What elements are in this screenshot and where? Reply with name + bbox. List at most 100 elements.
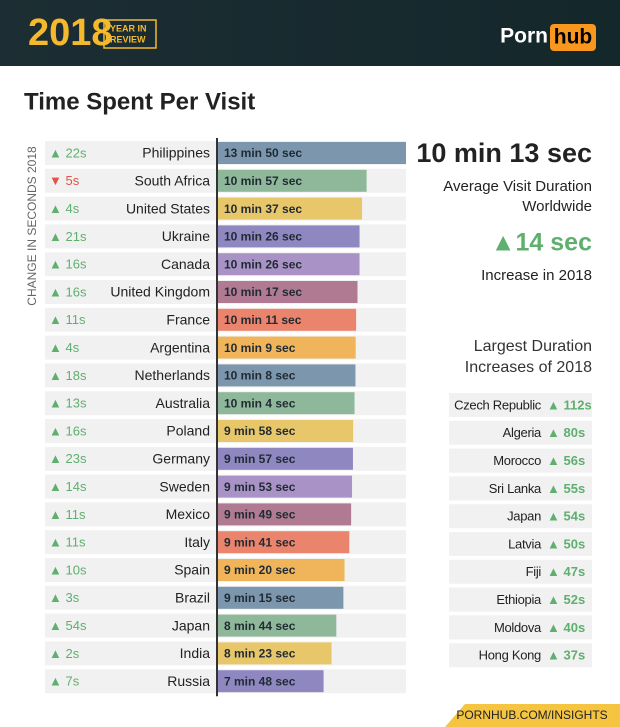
- value-label: 10 min 37 sec: [224, 202, 302, 216]
- value-label: 10 min 57 sec: [224, 174, 302, 188]
- category-label: Mexico: [166, 506, 211, 522]
- badge: REVIEW: [110, 34, 146, 44]
- change-label: ▲ 16s: [49, 284, 87, 299]
- increase-label: Increase in 2018: [481, 267, 592, 284]
- change-label: ▲ 21s: [49, 229, 87, 244]
- bar: [217, 169, 367, 192]
- list-change: ▲ 56s: [547, 453, 585, 468]
- change-label: ▲ 2s: [49, 646, 80, 661]
- value-label: 10 min 4 sec: [224, 396, 296, 410]
- category-label: Japan: [172, 617, 210, 633]
- list-country: Latvia: [508, 536, 542, 551]
- bar: [217, 197, 363, 220]
- change-label: ▲ 4s: [49, 201, 80, 216]
- bar: [217, 392, 355, 415]
- value-label: 10 min 11 sec: [224, 313, 302, 327]
- brand-box: [550, 24, 596, 51]
- list-change: ▲ 112s: [547, 397, 592, 412]
- list-title: Increases of 2018: [465, 359, 592, 376]
- list-change: ▲ 80s: [547, 425, 585, 440]
- category-label: United States: [126, 200, 210, 216]
- list-row-bg: [449, 504, 592, 529]
- category-label: Netherlands: [135, 367, 211, 383]
- change-label: ▲ 7s: [49, 674, 80, 689]
- change-label: ▲ 14s: [49, 479, 87, 494]
- list-country: Algeria: [503, 425, 542, 440]
- list-row-bg: [449, 476, 592, 501]
- bar: [217, 559, 345, 581]
- list-row-bg: [449, 532, 592, 556]
- list-country: Sri Lanka: [489, 481, 542, 496]
- bar: [217, 642, 332, 665]
- list-change: ▲ 40s: [547, 620, 585, 635]
- list-country: Czech Republic: [454, 397, 542, 412]
- change-label: ▲ 11s: [49, 312, 86, 327]
- value-label: 9 min 49 sec: [224, 508, 296, 522]
- list-change: ▲ 47s: [547, 564, 585, 579]
- bar: [217, 142, 406, 164]
- value-label: 9 min 58 sec: [224, 424, 296, 438]
- list-change: ▲ 52s: [547, 592, 585, 607]
- list-row-bg: [449, 615, 592, 640]
- bar: [217, 531, 350, 554]
- change-label: ▲ 54s: [49, 618, 87, 633]
- brand-box-text: hub: [554, 26, 592, 49]
- list-row-bg: [449, 643, 592, 668]
- change-label: ▲ 3s: [49, 590, 80, 605]
- value-label: 9 min 15 sec: [224, 591, 296, 605]
- value-label: 9 min 53 sec: [224, 480, 296, 494]
- change-label: ▲ 23s: [49, 451, 87, 466]
- category-label: Argentina: [150, 339, 210, 355]
- average: 10 min 13 sec: [416, 138, 592, 168]
- list-row-bg: [449, 559, 592, 584]
- category-label: Brazil: [175, 590, 210, 606]
- change-label: ▲ 22s: [49, 145, 87, 160]
- change-label: ▼ 5s: [49, 173, 80, 188]
- bar: [217, 281, 358, 303]
- category-label: Poland: [166, 423, 210, 439]
- category-label: United Kingdom: [110, 284, 210, 300]
- change-label: ▲ 11s: [49, 535, 86, 550]
- badge-box: [103, 19, 157, 49]
- list-country: Moldova: [494, 620, 542, 635]
- list-row-bg: [449, 393, 592, 417]
- change-label: ▲ 10s: [49, 562, 87, 577]
- bar: [217, 586, 344, 609]
- category-label: Philippines: [142, 145, 210, 161]
- list-country: Ethiopia: [496, 592, 542, 607]
- value-label: 10 min 17 sec: [224, 285, 302, 299]
- change-label: ▲ 13s: [49, 396, 87, 411]
- category-label: Canada: [161, 256, 210, 272]
- value-label: 8 min 44 sec: [224, 619, 296, 633]
- change-label: ▲ 16s: [49, 257, 87, 272]
- value-label: 10 min 9 sec: [224, 341, 296, 355]
- bar: [217, 253, 360, 276]
- value-label: 10 min 26 sec: [224, 257, 302, 271]
- list-row-bg: [449, 448, 592, 473]
- bar: [217, 364, 356, 387]
- average-label: Average Visit Duration: [443, 178, 592, 195]
- list-country: Japan: [507, 509, 541, 524]
- value-label: 10 min 26 sec: [224, 230, 302, 244]
- category-label: Russia: [167, 673, 210, 689]
- category-label: Sweden: [159, 478, 210, 494]
- chart-title: Time Spent Per Visit: [24, 88, 255, 115]
- value-label: 8 min 23 sec: [224, 647, 296, 661]
- category-label: South Africa: [135, 173, 211, 189]
- bar: [217, 336, 356, 359]
- bar: [217, 614, 337, 637]
- value-label: 9 min 20 sec: [224, 563, 296, 577]
- list-country: Fiji: [526, 564, 542, 579]
- list-change: ▲ 54s: [547, 509, 585, 524]
- category-label: India: [180, 645, 211, 661]
- bar: [217, 670, 324, 693]
- brand: Porn: [500, 25, 548, 48]
- footer: PORNHUB.COM/INSIGHTS: [456, 708, 607, 722]
- bar: [217, 447, 353, 470]
- value-label: 9 min 41 sec: [224, 535, 296, 549]
- bar: [217, 475, 353, 498]
- list-country: Morocco: [493, 453, 541, 468]
- list-row-bg: [449, 587, 592, 612]
